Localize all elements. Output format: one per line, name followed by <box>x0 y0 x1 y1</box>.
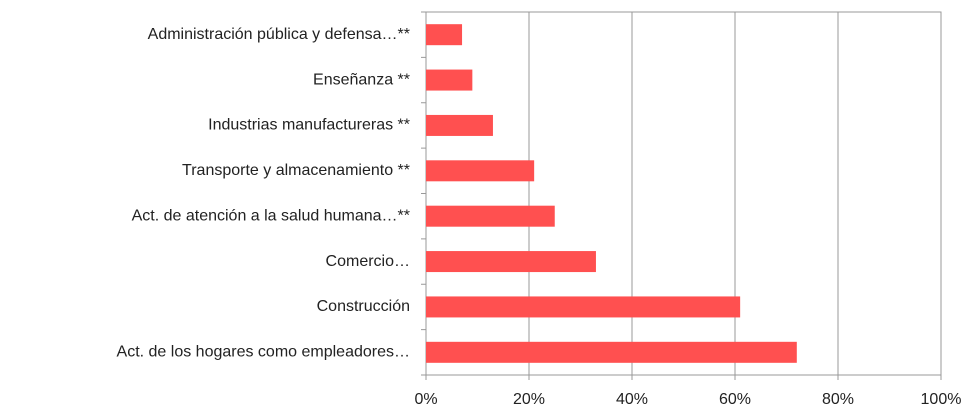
y-tick-label: Industrias manufactureras ** <box>208 117 410 134</box>
y-tick-label: Act. de atención a la salud humana…** <box>132 207 410 224</box>
bar <box>426 160 535 182</box>
y-tick-label: Administración pública y defensa…** <box>148 26 410 43</box>
bar <box>426 296 741 318</box>
x-tick-label: 0% <box>414 391 437 408</box>
plot-border <box>425 11 942 376</box>
x-tick-label: 20% <box>513 391 545 408</box>
x-tick-label: 100% <box>921 391 962 408</box>
bar <box>426 205 555 227</box>
bar <box>426 114 493 136</box>
y-tick-label: Act. de los hogares como empleadores… <box>117 344 410 361</box>
bar <box>426 251 596 273</box>
x-tick-label: 40% <box>616 391 648 408</box>
y-tick-label: Comercio… <box>326 253 410 270</box>
y-tick-label: Transporte y almacenamiento ** <box>182 162 410 179</box>
y-tick-label: Enseñanza ** <box>313 71 410 88</box>
x-tick-label: 60% <box>719 391 751 408</box>
x-tick-label: 80% <box>822 391 854 408</box>
y-tick-label: Construcción <box>317 298 410 315</box>
bar <box>426 24 463 46</box>
bar <box>426 341 797 363</box>
bar <box>426 69 473 91</box>
